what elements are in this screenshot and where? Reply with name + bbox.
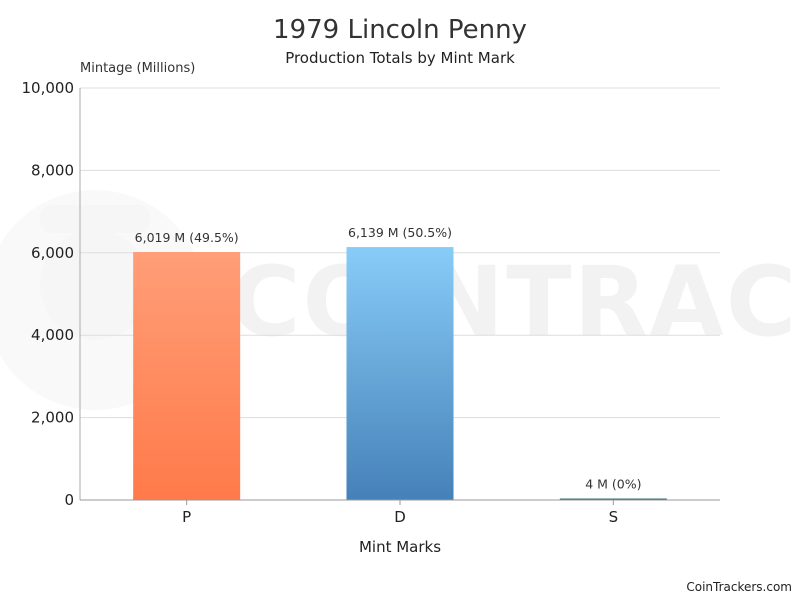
x-tick-label: D (394, 508, 406, 526)
y-tick-label: 8,000 (31, 161, 74, 179)
y-axis-title: Mintage (Millions) (80, 61, 195, 76)
bar-d (346, 247, 454, 500)
data-label: 6,019 M (49.5%) (135, 230, 239, 245)
y-axis-ticks: 0 2,000 4,000 6,000 8,000 10,000 (22, 79, 75, 509)
x-tick-label: P (182, 508, 191, 526)
y-tick-label: 2,000 (31, 409, 74, 427)
bar-p (133, 252, 241, 500)
y-tick-label: 4,000 (31, 326, 74, 344)
chart-title: 1979 Lincoln Penny (273, 15, 527, 45)
credit-text: CoinTrackers.com (686, 580, 792, 594)
y-tick-label: 6,000 (31, 244, 74, 262)
data-labels: 6,019 M (49.5%) 6,139 M (50.5%) 4 M (0%) (135, 225, 642, 491)
watermark: COINTRACKERS (0, 190, 800, 410)
x-axis-title: Mint Marks (359, 538, 441, 556)
bar-s (559, 498, 667, 500)
watermark-text: COINTRACKERS (230, 246, 800, 358)
y-tick-label: 10,000 (22, 79, 75, 97)
y-tick-label: 0 (64, 491, 74, 509)
chart-subtitle: Production Totals by Mint Mark (285, 49, 515, 67)
data-label: 4 M (0%) (585, 477, 641, 492)
x-tick-label: S (609, 508, 619, 526)
bars (133, 247, 667, 500)
data-label: 6,139 M (50.5%) (348, 225, 452, 240)
